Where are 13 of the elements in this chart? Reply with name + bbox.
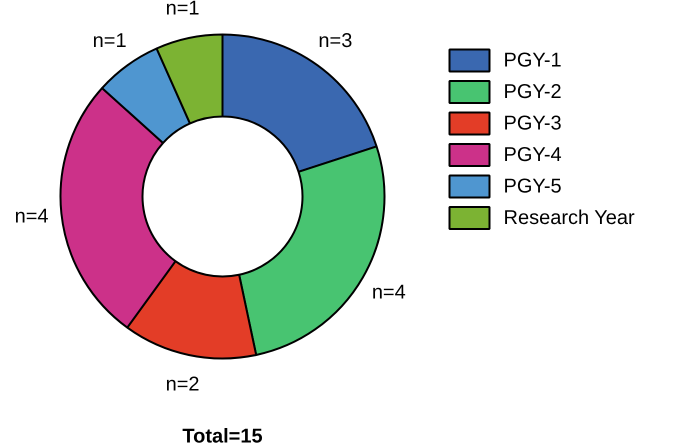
- data-label: n=2: [166, 373, 200, 396]
- legend-label: PGY-3: [504, 112, 562, 134]
- legend-label: PGY-4: [504, 144, 562, 166]
- data-label: n=1: [92, 30, 127, 52]
- legend-label: PGY-1: [504, 50, 562, 72]
- text: Total=15: [182, 426, 263, 448]
- legend-label: Research Year: [504, 207, 636, 229]
- data-label: n=1: [166, 0, 200, 20]
- data-label: n=4: [14, 206, 49, 228]
- data-label: n=3: [318, 30, 352, 52]
- data-label: n=4: [372, 282, 406, 304]
- legend-label: PGY-2: [504, 81, 562, 103]
- legend-label: PGY-5: [504, 176, 562, 198]
